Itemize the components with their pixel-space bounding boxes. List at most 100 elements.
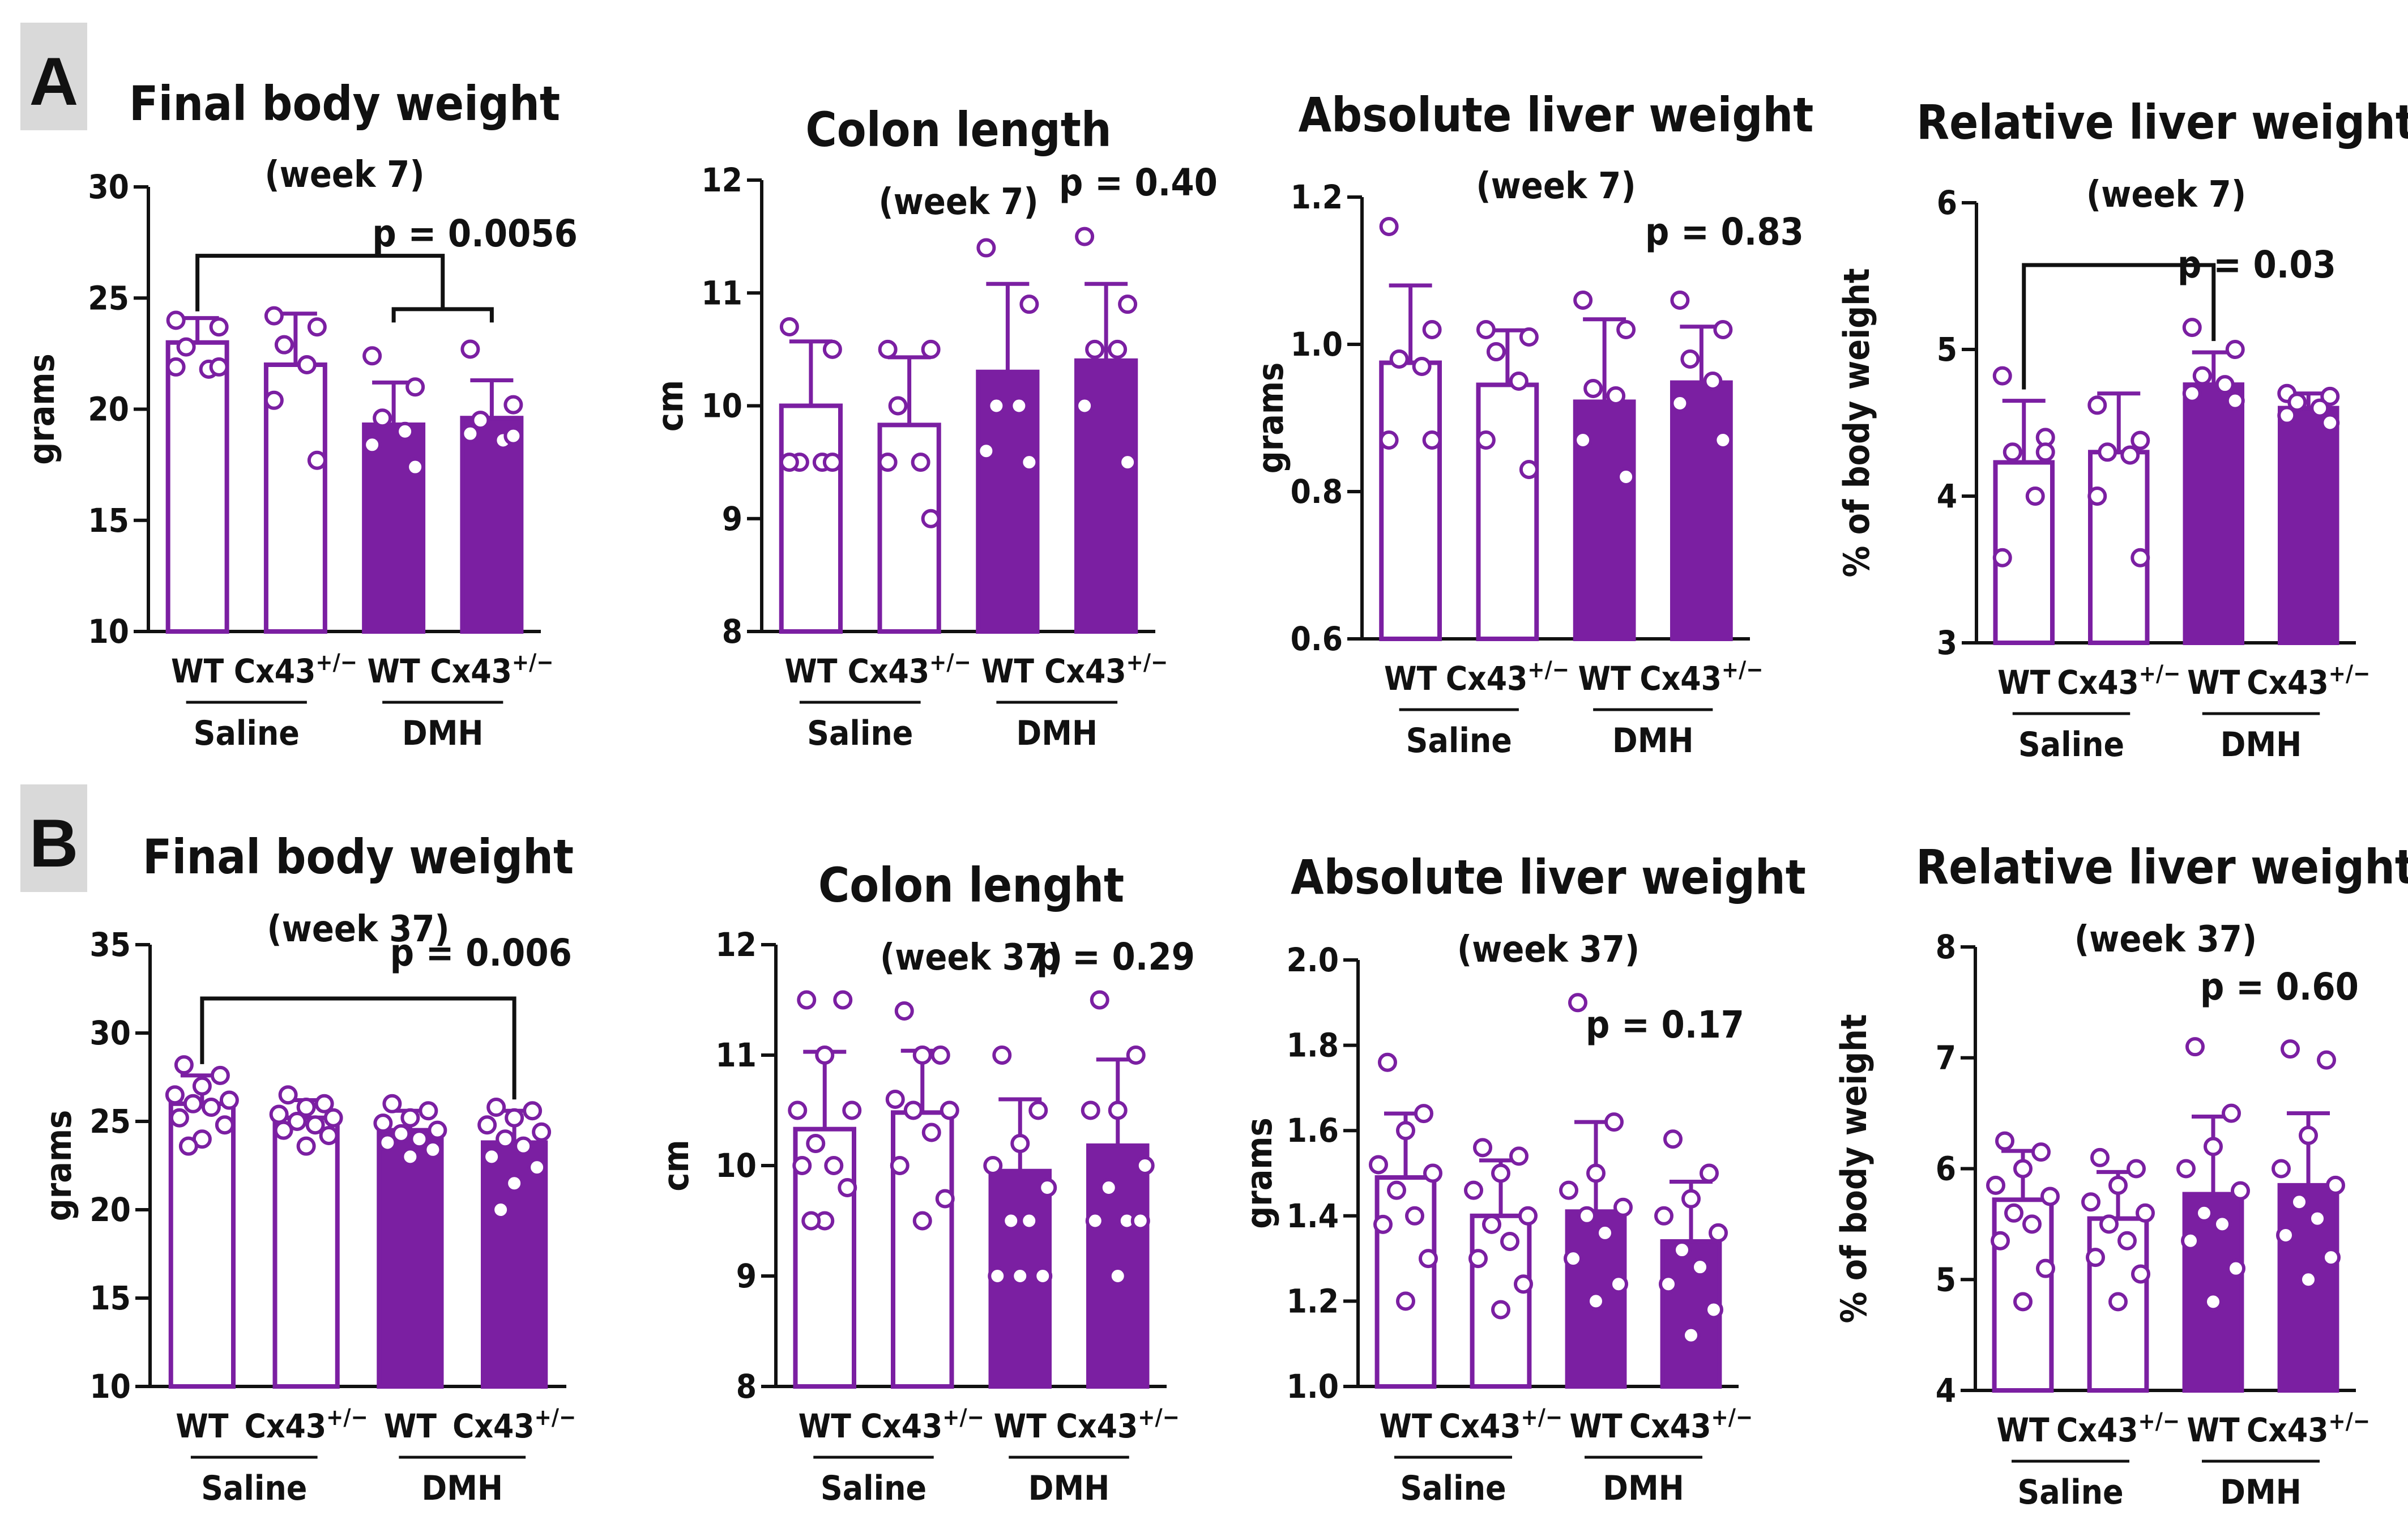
chart2-data-point [1075, 396, 1095, 416]
chart7-data-point [1681, 1189, 1701, 1209]
chart7-data-point [1405, 1206, 1424, 1226]
chart7-x-tick-label: WT [1379, 1407, 1432, 1445]
chart8-y-tick-label: 8 [1936, 928, 1956, 966]
chart3-data-point [1519, 460, 1539, 479]
chart1-data-point [166, 357, 186, 377]
chart5-data-point [428, 1120, 447, 1140]
chart7-data-point [1681, 1325, 1701, 1345]
chart1-data-point [503, 426, 523, 446]
chart8-data-point [2108, 1175, 2128, 1195]
chart2-data-point [878, 453, 898, 472]
chart1-data-point [274, 335, 294, 355]
chart6-data-point [903, 1100, 923, 1120]
chart8-data-point [2004, 1203, 2023, 1223]
chart6-data-point [1135, 1156, 1155, 1175]
chart8-bar [1992, 1197, 2054, 1393]
chart1-sig-bracket [195, 254, 445, 311]
chart3-x-tick-label: Cx43+/− [1446, 657, 1569, 698]
chart5-y-tick-label: 35 [89, 925, 131, 964]
chart6-data-point [833, 990, 853, 1010]
chart6-y-tick-label: 12 [715, 925, 757, 964]
chart8-data-point [2176, 1159, 2196, 1179]
chart4-data-point [2120, 445, 2140, 465]
chart7-y-tick-label: 2.0 [1287, 941, 1339, 979]
chart7-data-point [1564, 1249, 1583, 1269]
chart8-y-axis-label: % of body weight [1833, 1014, 1875, 1323]
chart1-data-point [471, 411, 490, 430]
chart8-group-label: Saline [2017, 1473, 2123, 1512]
panel-letter-a: A [29, 44, 79, 120]
chart1-data-point [264, 390, 284, 410]
chart3-title: Absolute liver weight [1299, 87, 1814, 143]
chart1-data-point [503, 395, 523, 415]
chart6-data-point [890, 1156, 910, 1175]
chart6-data-point [824, 1156, 844, 1175]
chart3-data-point [1680, 349, 1700, 369]
chart8-data-point [1995, 1131, 2014, 1151]
chart7-data-point [1586, 1163, 1606, 1183]
chart8-data-point [2181, 1231, 2200, 1251]
chart3-y-tick-label: 1.0 [1291, 325, 1343, 364]
chart5-data-point [178, 1136, 198, 1156]
chart8-data-point [2117, 1231, 2137, 1251]
chart6-y-tick-label: 8 [736, 1367, 757, 1406]
chart2-data-point [1019, 295, 1039, 314]
chart3-data-point [1422, 430, 1442, 450]
chart7-data-point [1509, 1146, 1529, 1166]
chart8-data-point [2226, 1258, 2245, 1278]
chart6-y-tick-label: 9 [736, 1257, 757, 1295]
chart6-group-label: Saline [821, 1469, 927, 1508]
chart5-y-axis-label: grams [38, 1110, 79, 1221]
chart2-data-point [1085, 339, 1105, 359]
chart5-data-point [523, 1101, 543, 1121]
chart1-x-tick-label: Cx43+/− [430, 650, 553, 690]
chart3-data-point [1476, 320, 1496, 339]
panel-letter-b-box: B [20, 784, 87, 892]
chart6-data-point [842, 1100, 862, 1120]
chart5-data-point [319, 1125, 339, 1145]
chart6-data-point [1099, 1178, 1118, 1197]
chart7-y-tick-label: 1.0 [1287, 1367, 1339, 1406]
chart5-data-point [532, 1122, 552, 1142]
chart3-data-point [1616, 467, 1636, 487]
chart6-data-point [792, 1156, 812, 1175]
chart6-subtitle: (week 37) [880, 937, 1062, 979]
chart7-data-point [1613, 1197, 1633, 1217]
chart5-x-tick-label: WT [384, 1407, 437, 1445]
chart7-data-point [1396, 1121, 1415, 1141]
chart5-x-tick-label: WT [176, 1407, 229, 1445]
chart5-data-point [527, 1158, 547, 1177]
chart3-x-tick-label: WT [1578, 659, 1632, 698]
chart4-subtitle: (week 7) [2086, 174, 2246, 216]
chart3-y-axis-label: grams [1250, 362, 1291, 473]
chart5-x-tick-label: Cx43+/− [245, 1405, 368, 1445]
chart7-data-point [1514, 1274, 1533, 1294]
chart6-bar [1086, 1143, 1150, 1389]
chart6-data-point [1033, 1266, 1053, 1286]
chart3-group-label: DMH [1612, 721, 1694, 761]
chart8-data-point [2308, 1209, 2327, 1228]
chart1-bar [460, 416, 524, 634]
chart1-p-value: p = 0.0056 [372, 212, 578, 255]
chart6-data-point [1108, 1266, 1128, 1286]
chart5-x-tick-label: Cx43+/− [452, 1405, 576, 1445]
chart1-data-point [460, 339, 480, 359]
chart7-data-point [1482, 1214, 1501, 1234]
chart4-data-point [2277, 406, 2297, 425]
chart4-data-point [2131, 430, 2150, 450]
chart5-data-point [378, 1133, 398, 1153]
chart7-y-tick-label: 1.8 [1287, 1026, 1339, 1065]
chart1-data-point [166, 310, 186, 330]
chart4-data-point [2131, 548, 2150, 567]
chart4-group-label: DMH [2221, 725, 2302, 765]
chart4-data-point [2310, 398, 2330, 418]
chart4-bar [2088, 450, 2150, 645]
chart6-y-axis-label: cm [655, 1140, 697, 1191]
chart7-data-point [1604, 1112, 1624, 1132]
chart6-data-point [885, 1090, 905, 1109]
chart2-data-point [878, 339, 898, 359]
chart6-data-point [1108, 1100, 1128, 1120]
chart8-x-tick-label: WT [2187, 1411, 2240, 1449]
chart5-data-point [400, 1147, 420, 1167]
chart2-data-point [911, 453, 930, 472]
